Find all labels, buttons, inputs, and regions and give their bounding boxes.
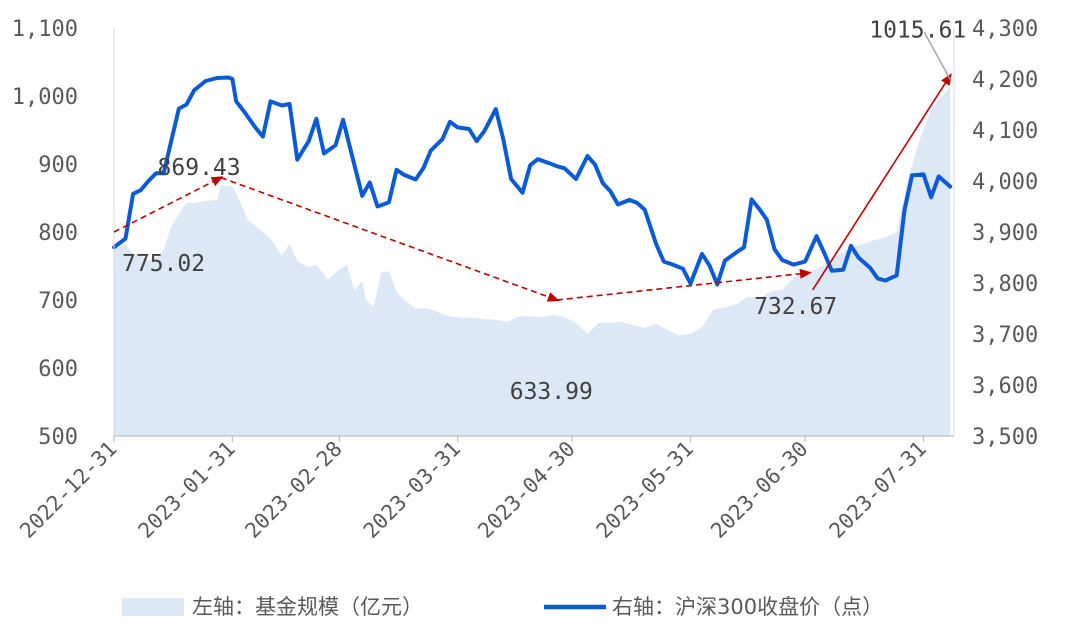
left-tick-label: 900 xyxy=(38,153,78,178)
trend-arrow xyxy=(556,268,812,301)
annotation-label: 633.99 xyxy=(510,379,593,405)
left-tick-label: 700 xyxy=(38,289,78,314)
left-tick-label: 500 xyxy=(38,425,78,450)
annotation-label: 1015.61 xyxy=(869,17,966,43)
annotation-label: 732.67 xyxy=(754,294,837,320)
left-tick-label: 800 xyxy=(38,221,78,246)
right-tick-label: 3,600 xyxy=(972,374,1038,399)
right-tick-label: 3,900 xyxy=(972,221,1038,246)
hs300-line xyxy=(112,75,953,287)
legend-swatch-fund-size xyxy=(122,598,184,616)
right-tick-label: 4,200 xyxy=(972,68,1038,93)
x-tick-label: 2022-12-31 xyxy=(15,437,121,543)
right-tick-label: 3,700 xyxy=(972,323,1038,348)
x-tick-label: 2023-03-31 xyxy=(359,437,465,543)
right-tick-label: 4,000 xyxy=(972,170,1038,195)
legend-label-fund-size: 左轴：基金规模（亿元） xyxy=(192,595,423,619)
legend-label-hs300: 右轴：沪深300收盘价（点） xyxy=(612,595,883,619)
annotation-label: 775.02 xyxy=(122,251,205,277)
plot-area xyxy=(112,75,953,437)
fund-size-area xyxy=(114,85,951,437)
left-tick-label: 1,000 xyxy=(12,85,78,110)
left-tick-label: 1,100 xyxy=(12,17,78,42)
legend: 左轴：基金规模（亿元） 右轴：沪深300收盘价（点） xyxy=(122,595,883,619)
x-tick-label: 2023-05-31 xyxy=(592,437,698,543)
annotation-leader-line xyxy=(923,31,951,80)
right-tick-label: 3,500 xyxy=(972,425,1038,450)
x-tick-label: 2023-01-31 xyxy=(134,437,240,543)
annotations: 775.02 869.43 633.99 732.67 1015.61 xyxy=(113,17,966,405)
x-tick-label: 2023-07-31 xyxy=(825,437,931,543)
x-tick-label: 2023-04-30 xyxy=(473,437,579,543)
right-tick-label: 4,300 xyxy=(972,17,1038,42)
left-tick-label: 600 xyxy=(38,357,78,382)
trend-arrow xyxy=(812,73,952,291)
right-tick-label: 3,800 xyxy=(972,272,1038,297)
annotation-label: 869.43 xyxy=(158,155,241,181)
x-tick-label: 2023-02-28 xyxy=(240,437,346,543)
right-tick-label: 4,100 xyxy=(972,119,1038,144)
x-tick-label: 2023-06-30 xyxy=(706,437,812,543)
